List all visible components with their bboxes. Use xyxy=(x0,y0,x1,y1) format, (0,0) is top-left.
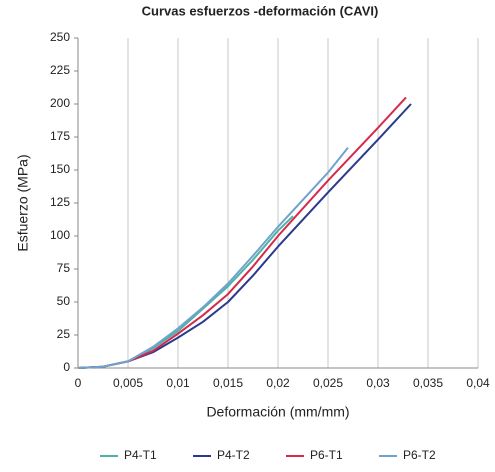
y-tick-label: 200 xyxy=(50,96,70,110)
y-tick-label: 175 xyxy=(50,129,70,143)
data-line xyxy=(77,215,294,369)
x-axis-label: Deformación (mm/mm) xyxy=(206,404,349,420)
x-tick-label: 0,01 xyxy=(166,376,190,390)
data-line xyxy=(77,146,349,369)
y-tick-label: 0 xyxy=(63,360,70,374)
legend-label: P6-T1 xyxy=(310,448,343,462)
x-tick-label: 0 xyxy=(75,376,82,390)
x-tick-label: 0,005 xyxy=(113,376,143,390)
y-tick-label: 100 xyxy=(50,228,70,242)
y-tick-label: 150 xyxy=(50,162,70,176)
x-tick-label: 0,03 xyxy=(366,376,390,390)
x-tick-label: 0,015 xyxy=(213,376,243,390)
legend-label: P4-T1 xyxy=(124,448,157,462)
legend-label: P4-T2 xyxy=(217,448,250,462)
x-tick-label: 0,035 xyxy=(413,376,443,390)
data-line xyxy=(77,96,407,369)
x-tick-label: 0,02 xyxy=(266,376,290,390)
x-tick-label: 0,025 xyxy=(313,376,343,390)
y-tick-label: 25 xyxy=(57,327,71,341)
chart-title: Curvas esfuerzos -deformación (CAVI) xyxy=(142,3,379,18)
y-tick-label: 50 xyxy=(57,294,71,308)
y-tick-label: 250 xyxy=(50,30,70,44)
y-tick-label: 75 xyxy=(57,261,71,275)
y-axis-label: Esfuerzo (MPa) xyxy=(15,154,31,251)
x-tick-label: 0,04 xyxy=(466,376,490,390)
y-tick-label: 125 xyxy=(50,195,70,209)
y-tick-label: 225 xyxy=(50,63,70,77)
legend-label: P6-T2 xyxy=(403,448,436,462)
